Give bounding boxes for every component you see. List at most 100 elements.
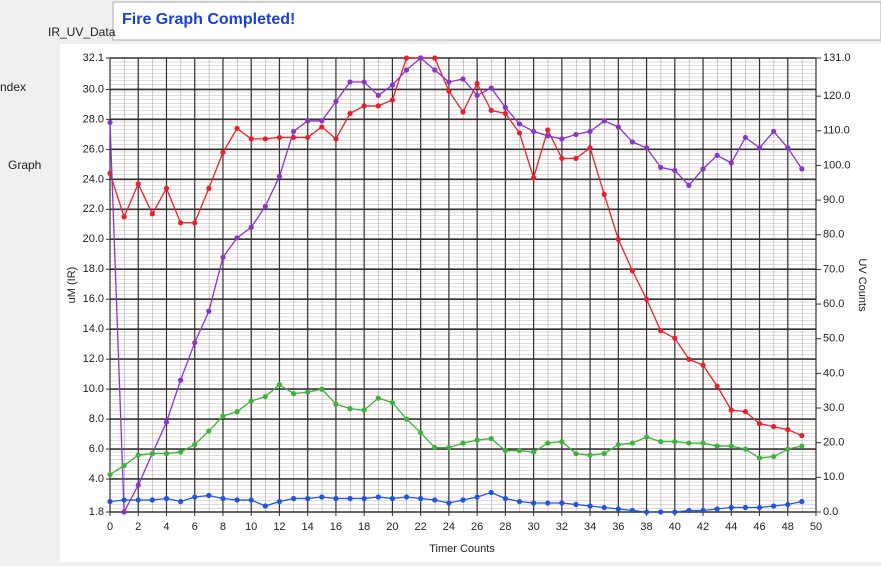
x-tick-label: 0	[107, 521, 113, 533]
data-point	[163, 185, 170, 191]
data-point	[192, 220, 198, 226]
data-point	[629, 139, 636, 145]
x-tick-label: 8	[220, 521, 226, 533]
data-point	[714, 443, 720, 449]
data-point	[220, 254, 226, 260]
data-point	[192, 441, 198, 448]
data-point	[700, 166, 706, 172]
data-point	[643, 509, 650, 515]
data-point	[290, 391, 297, 397]
data-point	[629, 440, 636, 446]
data-point	[234, 125, 240, 132]
x-tick-label: 22	[415, 521, 427, 533]
data-point	[601, 504, 607, 511]
y-axis-label: uM (IR)	[66, 267, 78, 304]
data-point	[771, 128, 777, 135]
data-point	[319, 118, 325, 124]
y-tick-label: 22.0	[83, 203, 104, 215]
data-point	[446, 79, 452, 85]
data-point	[799, 498, 805, 505]
data-point	[389, 400, 395, 406]
data-point	[756, 420, 763, 427]
data-point	[220, 495, 226, 502]
data-point	[545, 127, 551, 133]
x-tick-label: 50	[810, 521, 822, 533]
data-point	[333, 495, 339, 502]
data-point	[700, 362, 706, 368]
data-point	[234, 497, 240, 503]
data-point	[658, 438, 664, 445]
data-point	[601, 191, 607, 197]
data-point	[432, 55, 438, 61]
data-point	[728, 160, 734, 166]
data-point	[305, 134, 311, 141]
data-point	[206, 428, 212, 434]
data-point	[319, 124, 325, 130]
data-point	[220, 413, 226, 419]
y-tick-label: 4.0	[89, 473, 104, 485]
x-tick-label: 6	[192, 521, 198, 533]
x-tick-label: 16	[330, 521, 342, 533]
x-tick-label: 12	[273, 521, 285, 533]
data-point	[248, 497, 254, 503]
data-point	[474, 437, 480, 443]
data-point	[531, 175, 537, 181]
data-point	[403, 67, 410, 73]
y2-axis-label: UV Counts	[856, 258, 868, 312]
series-line	[109, 57, 803, 437]
data-point	[700, 507, 706, 514]
data-point	[361, 407, 367, 413]
data-point	[418, 495, 424, 502]
data-point	[474, 92, 480, 99]
data-point	[742, 134, 749, 141]
data-point	[771, 503, 777, 509]
data-point	[361, 495, 367, 502]
y-tick-label: 6.0	[89, 443, 104, 455]
data-point	[785, 446, 791, 452]
data-point	[248, 398, 254, 404]
y-tick-label: 32.1	[83, 52, 104, 64]
x-tick-label: 36	[612, 521, 624, 533]
plot-area	[109, 57, 817, 513]
data-point	[601, 118, 607, 124]
data-point	[714, 152, 720, 158]
data-point	[389, 82, 395, 88]
data-point	[107, 498, 113, 505]
data-point	[149, 497, 155, 503]
data-point	[615, 124, 621, 130]
data-point	[403, 55, 410, 61]
data-point	[163, 450, 170, 457]
x-tick-label: 20	[386, 521, 398, 533]
data-point	[488, 85, 494, 91]
data-point	[178, 220, 184, 226]
data-point	[742, 409, 749, 415]
data-point	[375, 494, 381, 500]
data-point	[121, 509, 127, 515]
data-point	[672, 509, 678, 515]
data-point	[799, 443, 805, 449]
data-point	[432, 67, 438, 73]
data-point	[516, 447, 523, 454]
data-point	[319, 386, 325, 392]
data-point	[262, 136, 268, 142]
y-tick-label: 1.8	[89, 506, 104, 518]
data-point	[432, 444, 438, 451]
data-point	[460, 76, 466, 82]
data-point	[587, 503, 593, 509]
x-tick-label: 40	[669, 521, 681, 533]
y-tick-label: 12.0	[83, 353, 104, 365]
data-point	[502, 447, 508, 454]
data-point	[333, 98, 339, 105]
y2-tick-label: 110.0	[823, 125, 850, 137]
data-point	[178, 498, 184, 505]
x-tick-label: 18	[358, 521, 370, 533]
y-tick-label: 14.0	[83, 323, 104, 335]
data-point	[785, 145, 791, 151]
x-tick-label: 32	[556, 521, 568, 533]
y2-tick-label: 90.0	[823, 194, 844, 206]
data-point	[333, 136, 339, 142]
data-point	[545, 500, 551, 506]
data-point	[531, 500, 537, 506]
data-point	[319, 494, 325, 500]
data-point	[756, 145, 763, 151]
